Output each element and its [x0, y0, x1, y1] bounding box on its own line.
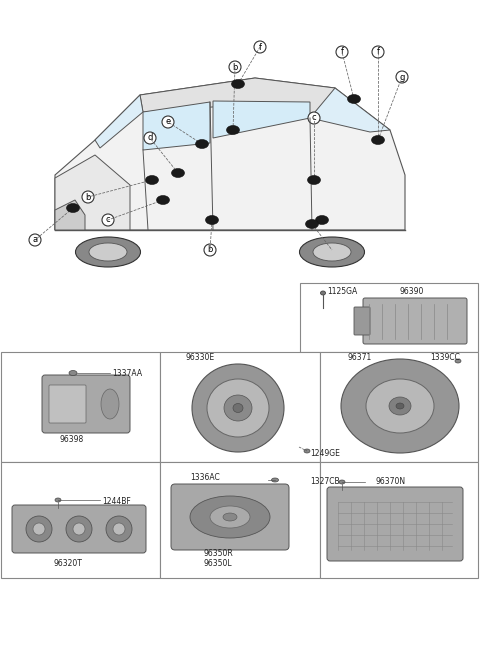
- Ellipse shape: [341, 359, 459, 453]
- Text: 1244BF: 1244BF: [102, 497, 131, 505]
- Ellipse shape: [233, 403, 243, 413]
- Ellipse shape: [396, 403, 404, 409]
- Text: 96320T: 96320T: [53, 558, 82, 568]
- Text: 1336AC: 1336AC: [190, 474, 220, 482]
- Ellipse shape: [69, 371, 77, 376]
- Ellipse shape: [113, 523, 125, 535]
- FancyBboxPatch shape: [300, 283, 478, 352]
- Text: 96350R: 96350R: [203, 549, 233, 558]
- Ellipse shape: [321, 291, 325, 295]
- Ellipse shape: [313, 243, 351, 261]
- Ellipse shape: [67, 204, 80, 212]
- FancyBboxPatch shape: [363, 298, 467, 344]
- Ellipse shape: [348, 95, 360, 104]
- Text: c: c: [168, 357, 172, 367]
- Text: f: f: [168, 468, 172, 476]
- Ellipse shape: [156, 196, 169, 204]
- Ellipse shape: [305, 219, 319, 229]
- Polygon shape: [55, 78, 405, 230]
- Text: f: f: [340, 47, 344, 57]
- Ellipse shape: [55, 498, 61, 502]
- Ellipse shape: [33, 523, 45, 535]
- Text: 1339CC: 1339CC: [430, 353, 460, 361]
- FancyBboxPatch shape: [327, 487, 463, 561]
- Text: g: g: [399, 72, 405, 81]
- Ellipse shape: [372, 135, 384, 145]
- Text: 1327CB: 1327CB: [310, 476, 340, 486]
- Ellipse shape: [272, 478, 278, 482]
- Text: 96371: 96371: [348, 353, 372, 363]
- FancyBboxPatch shape: [160, 462, 320, 578]
- Text: g: g: [327, 468, 333, 476]
- Text: f: f: [259, 43, 262, 51]
- Ellipse shape: [75, 237, 141, 267]
- FancyBboxPatch shape: [49, 385, 86, 423]
- Ellipse shape: [205, 215, 218, 225]
- Polygon shape: [213, 101, 310, 138]
- FancyBboxPatch shape: [160, 352, 320, 462]
- Polygon shape: [55, 155, 130, 230]
- FancyBboxPatch shape: [42, 375, 130, 433]
- Text: b: b: [8, 357, 14, 367]
- Ellipse shape: [231, 79, 244, 89]
- Ellipse shape: [190, 496, 270, 538]
- Ellipse shape: [26, 516, 52, 542]
- FancyBboxPatch shape: [171, 484, 289, 550]
- Text: 96390: 96390: [400, 286, 424, 296]
- Polygon shape: [143, 102, 210, 150]
- FancyBboxPatch shape: [1, 352, 160, 462]
- Text: d: d: [327, 357, 333, 367]
- Ellipse shape: [308, 175, 321, 185]
- Text: c: c: [312, 114, 316, 122]
- Text: d: d: [147, 133, 153, 143]
- Text: e: e: [8, 468, 14, 476]
- Polygon shape: [55, 200, 85, 230]
- Ellipse shape: [192, 364, 284, 452]
- Ellipse shape: [300, 237, 364, 267]
- FancyBboxPatch shape: [320, 462, 478, 578]
- FancyBboxPatch shape: [320, 352, 478, 462]
- Ellipse shape: [73, 523, 85, 535]
- Ellipse shape: [227, 125, 240, 135]
- Text: f: f: [376, 47, 380, 57]
- Text: 96330E: 96330E: [186, 353, 215, 363]
- Ellipse shape: [315, 215, 328, 225]
- Ellipse shape: [339, 480, 345, 484]
- Text: 1337AA: 1337AA: [112, 369, 142, 378]
- Ellipse shape: [106, 516, 132, 542]
- FancyBboxPatch shape: [1, 462, 160, 578]
- Text: 96398: 96398: [59, 436, 83, 445]
- Ellipse shape: [304, 449, 310, 453]
- Text: a: a: [307, 288, 313, 298]
- Ellipse shape: [210, 506, 250, 528]
- FancyBboxPatch shape: [12, 505, 146, 553]
- Text: 96350L: 96350L: [203, 560, 232, 568]
- Text: 1125GA: 1125GA: [327, 286, 357, 296]
- Ellipse shape: [207, 379, 269, 437]
- Polygon shape: [310, 88, 390, 132]
- Ellipse shape: [455, 359, 461, 363]
- Text: a: a: [33, 235, 37, 244]
- Text: 1249GE: 1249GE: [310, 449, 340, 459]
- Ellipse shape: [224, 395, 252, 421]
- Text: c: c: [106, 215, 110, 225]
- Polygon shape: [140, 78, 360, 125]
- Ellipse shape: [195, 139, 208, 148]
- Text: b: b: [85, 193, 91, 202]
- Ellipse shape: [145, 175, 158, 185]
- Ellipse shape: [389, 397, 411, 415]
- Ellipse shape: [171, 168, 184, 177]
- Ellipse shape: [101, 389, 119, 419]
- Ellipse shape: [223, 513, 237, 521]
- Ellipse shape: [66, 516, 92, 542]
- Text: b: b: [207, 246, 213, 254]
- Polygon shape: [95, 95, 143, 148]
- Ellipse shape: [89, 243, 127, 261]
- Text: e: e: [166, 118, 170, 127]
- Ellipse shape: [366, 379, 434, 433]
- FancyBboxPatch shape: [354, 307, 370, 335]
- Text: c: c: [330, 246, 334, 254]
- Text: 96370N: 96370N: [375, 476, 405, 486]
- Text: b: b: [232, 62, 238, 72]
